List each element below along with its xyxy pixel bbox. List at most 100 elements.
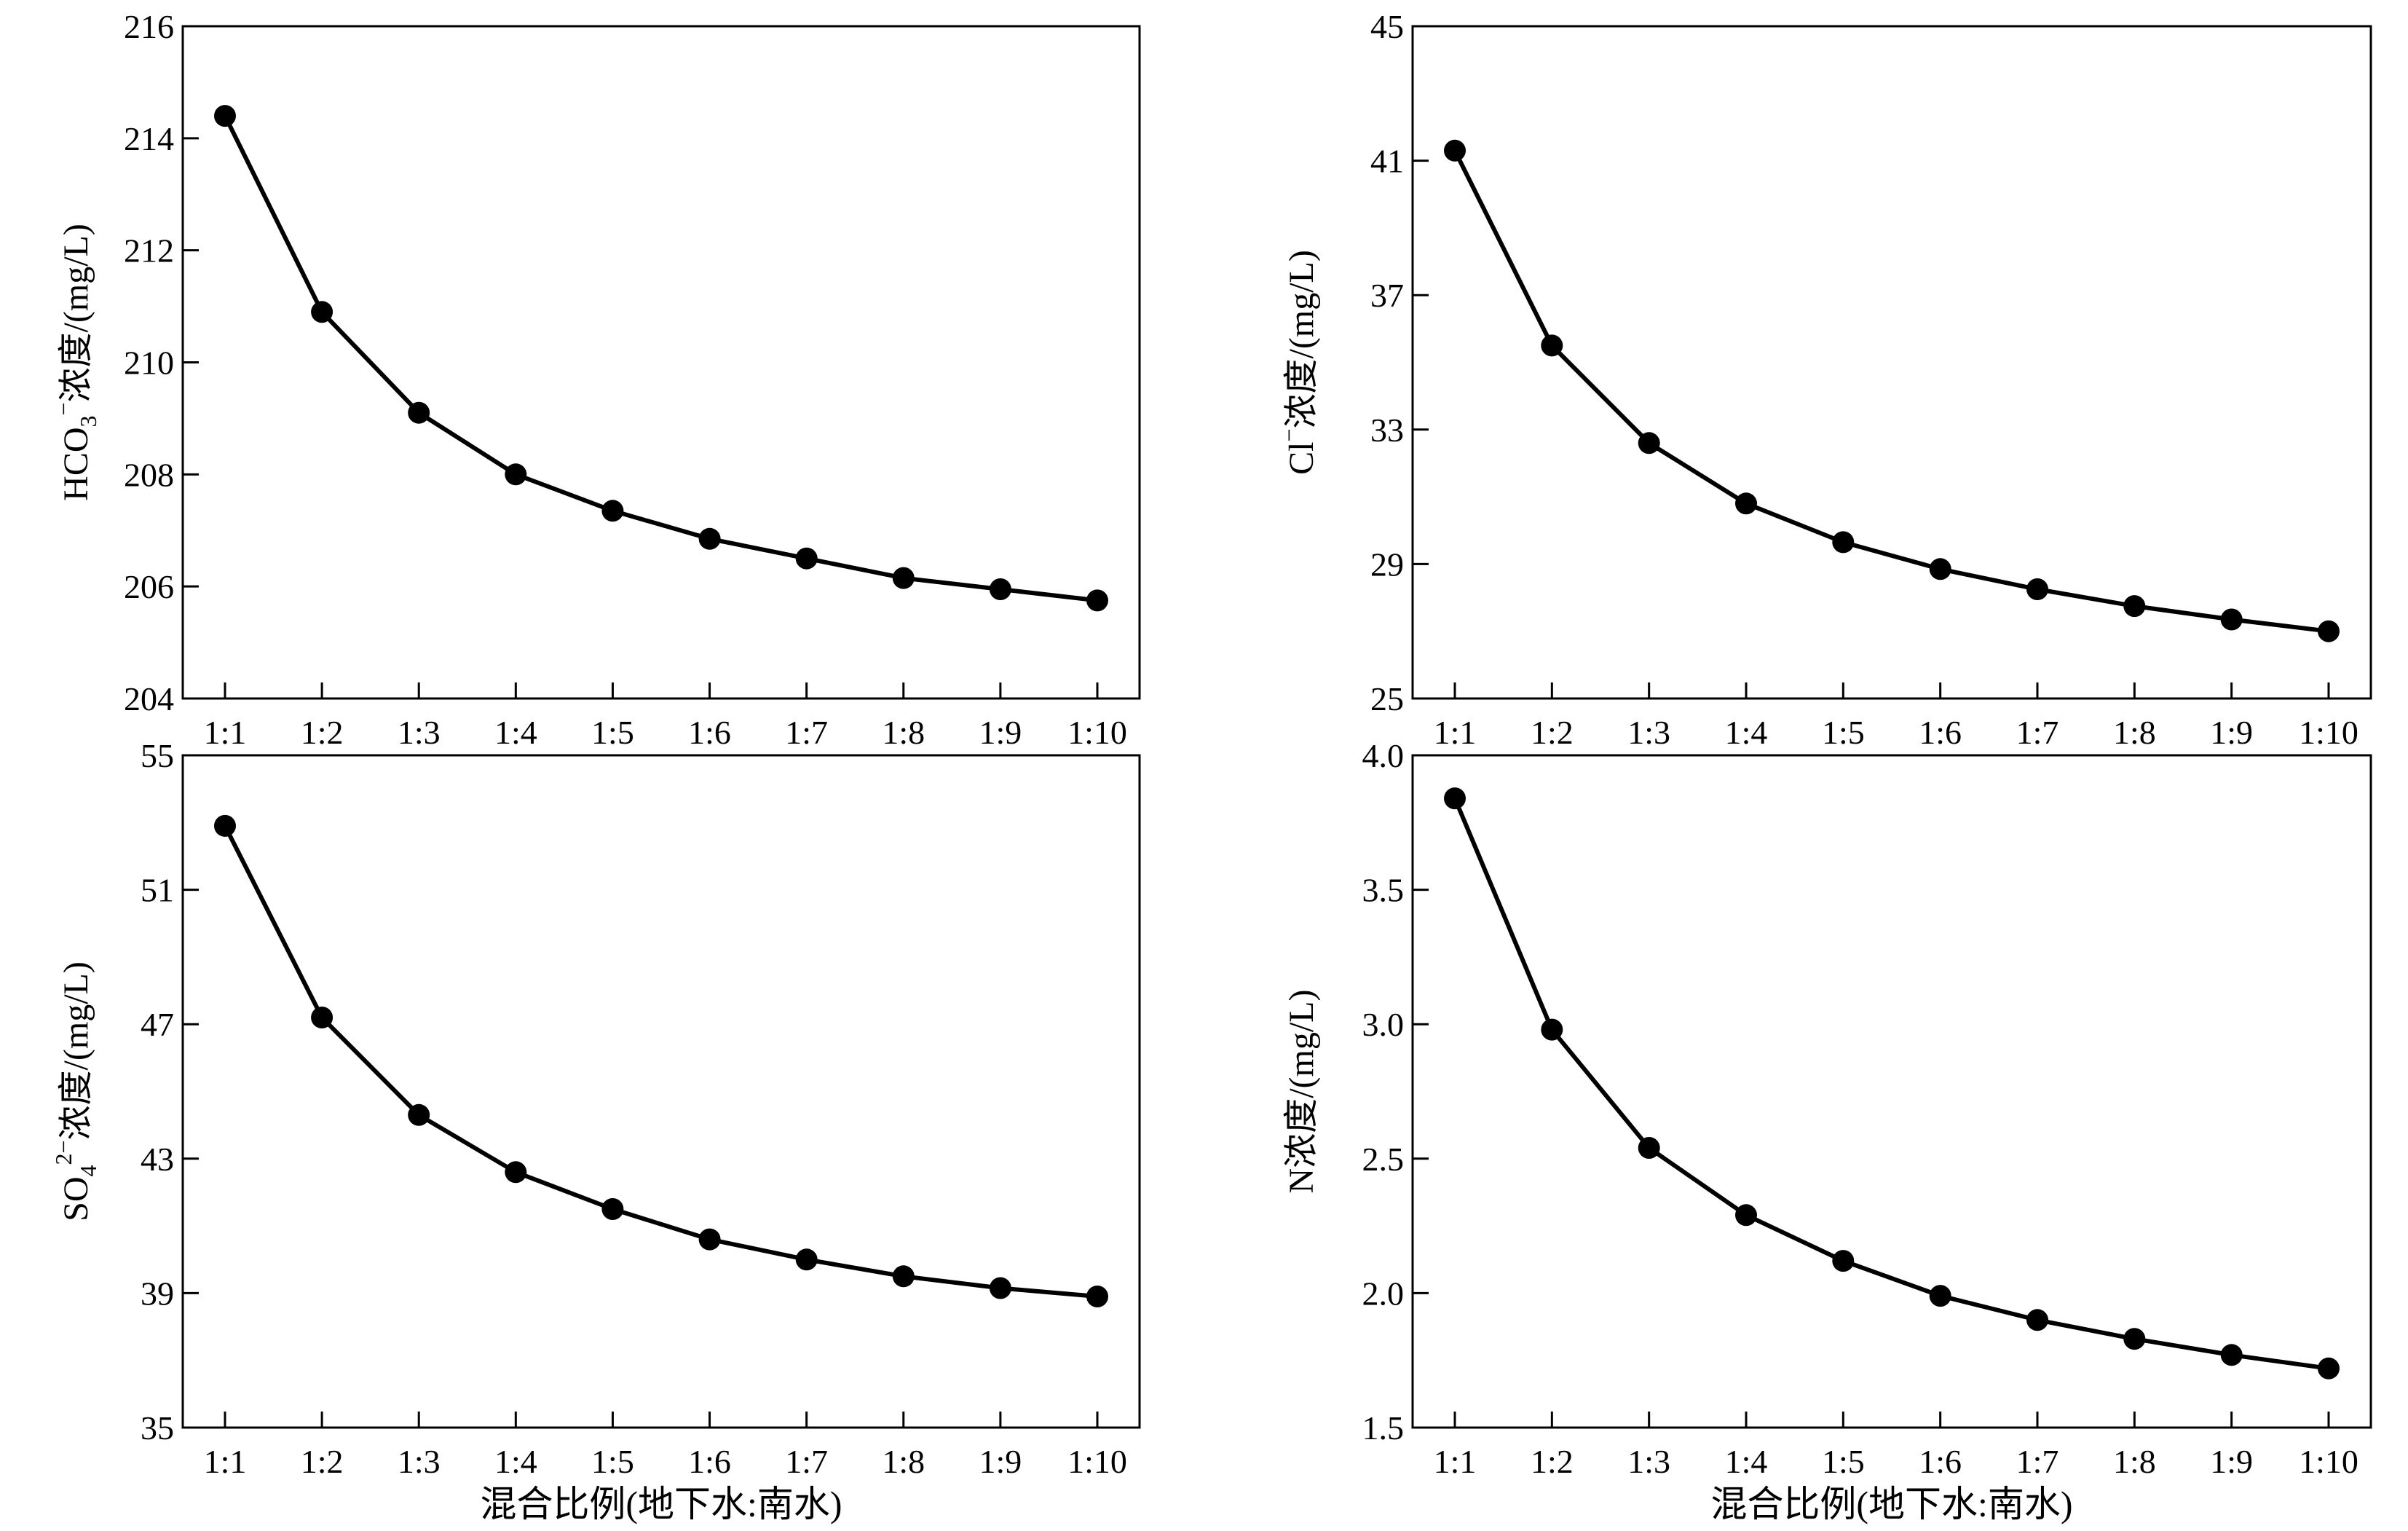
x-tick-label: 1:9 — [2210, 1443, 2253, 1480]
data-point — [1444, 787, 1466, 810]
x-tick-label: 1:7 — [785, 714, 828, 751]
y-tick-label: 4.0 — [1362, 737, 1405, 774]
data-points — [1444, 787, 2340, 1380]
data-point — [698, 527, 721, 550]
y-tick-label: 33 — [1370, 412, 1404, 449]
x-axis-ticks: 1:1 1:2 1:3 1:4 1:5 1:6 1:7 1:8 1:9 1:10 — [1434, 682, 2358, 751]
series-line — [223, 824, 1098, 1299]
x-tick-label: 1:7 — [2016, 714, 2059, 751]
x-tick-label: 1:5 — [1822, 1443, 1865, 1480]
data-point — [601, 500, 624, 522]
x-tick-label: 1:8 — [2113, 1443, 2156, 1480]
data-point — [698, 1228, 721, 1251]
x-tick-label: 1:6 — [1919, 714, 1962, 751]
plot-frame — [181, 754, 1141, 1429]
y-tick-label: 39 — [141, 1275, 174, 1312]
x-tick-label: 1:3 — [398, 1443, 441, 1480]
y-axis-label: Cl−浓度/(mg/L) — [1276, 250, 1321, 475]
data-point — [505, 1161, 527, 1184]
x-tick-label: 1:5 — [591, 1443, 634, 1480]
data-point — [989, 1277, 1011, 1299]
x-axis-label: 混合比例(地下水:南水) — [480, 1484, 842, 1524]
data-point — [408, 1103, 430, 1126]
y-tick-label: 45 — [1370, 8, 1404, 45]
chart-panel-so4: 35 39 43 47 51 55 1:1 1:2 1:3 1:4 1:5 1:6 1:7 1:8 1:9… — [50, 737, 1141, 1524]
x-tick-label: 1:6 — [688, 1443, 731, 1480]
data-points — [214, 105, 1108, 612]
x-tick-label: 1:6 — [688, 714, 731, 751]
chart-panel-hco3: 204 206 208 210 212 214 216 1:1 1:2 1:3 1:4 1:5 1:6… — [50, 8, 1141, 751]
data-point — [1086, 589, 1108, 612]
y-tick-label: 206 — [124, 568, 174, 605]
y-tick-label: 208 — [124, 456, 174, 493]
data-point — [1444, 139, 1466, 162]
y-tick-label: 3.0 — [1362, 1006, 1405, 1043]
data-point — [505, 463, 527, 486]
y-tick-label: 35 — [141, 1409, 174, 1447]
y-axis-label: HCO3−浓度/(mg/L) — [50, 224, 101, 501]
x-axis-label: 混合比例(地下水:南水) — [1710, 1484, 2072, 1524]
x-tick-label: 1:2 — [1531, 714, 1574, 751]
y-tick-label: 29 — [1370, 546, 1404, 583]
data-point — [1832, 1250, 1855, 1272]
data-point — [2220, 1344, 2243, 1366]
data-point — [1541, 1018, 1563, 1041]
data-points — [214, 814, 1108, 1307]
y-axis-ticks: 25 29 33 37 41 45 — [1370, 8, 1429, 717]
series-line — [223, 114, 1098, 603]
data-point — [1541, 334, 1563, 357]
data-point — [1735, 492, 1757, 515]
data-point — [601, 1198, 624, 1220]
x-tick-label: 1:4 — [1725, 1443, 1768, 1480]
x-tick-label: 1:5 — [591, 714, 634, 751]
y-tick-label: 214 — [124, 120, 174, 157]
data-point — [1086, 1286, 1108, 1307]
x-tick-label: 1:2 — [301, 714, 344, 751]
x-axis-ticks: 1:1 1:2 1:3 1:4 1:5 1:6 1:7 1:8 1:9 1:10 — [204, 682, 1127, 751]
chart-panel-cl: 25 29 33 37 41 45 1:1 1:2 1:3 1:4 1:5 1:6 1:7 1:8 1:9… — [1276, 8, 2372, 751]
x-tick-label: 1:1 — [204, 1443, 247, 1480]
data-point — [311, 1007, 333, 1028]
x-axis-ticks: 1:1 1:2 1:3 1:4 1:5 1:6 1:7 1:8 1:9 1:10 — [1434, 1412, 2358, 1480]
x-tick-label: 1:1 — [204, 714, 247, 751]
data-point — [1929, 1285, 1951, 1307]
data-point — [795, 547, 818, 570]
y-tick-label: 47 — [141, 1006, 174, 1043]
data-point — [2220, 608, 2243, 631]
y-tick-label: 3.5 — [1362, 872, 1405, 909]
x-tick-label: 1:4 — [1725, 714, 1768, 751]
x-tick-label: 1:10 — [1067, 1443, 1127, 1480]
x-tick-label: 1:1 — [1434, 1443, 1477, 1480]
data-point — [214, 105, 236, 127]
x-tick-label: 1:8 — [882, 714, 925, 751]
data-points — [1444, 139, 2340, 642]
x-tick-label: 1:8 — [2113, 714, 2156, 751]
x-tick-label: 1:3 — [398, 714, 441, 751]
chart-panel-n: 1.5 2.0 2.5 3.0 3.5 4.0 1:1 1:2 1:3 1:4 1:5 1:6 1:7… — [1282, 737, 2372, 1524]
y-tick-label: 204 — [124, 680, 174, 717]
y-tick-label: 212 — [124, 232, 174, 269]
y-tick-label: 55 — [141, 737, 174, 774]
data-point — [2026, 1309, 2048, 1331]
data-point — [2123, 595, 2146, 618]
y-tick-label: 2.5 — [1362, 1141, 1405, 1178]
y-tick-label: 2.0 — [1362, 1275, 1405, 1312]
x-tick-label: 1:5 — [1822, 714, 1865, 751]
x-tick-label: 1:2 — [1531, 1443, 1574, 1480]
y-axis-label: SO42−浓度/(mg/L) — [50, 961, 101, 1221]
data-point — [1929, 558, 1951, 580]
x-tick-label: 1:10 — [1067, 714, 1127, 751]
y-tick-label: 210 — [124, 345, 174, 382]
x-tick-label: 1:1 — [1434, 714, 1477, 751]
y-tick-label: 25 — [1370, 680, 1404, 717]
data-point — [989, 578, 1011, 600]
y-axis-label: N浓度/(mg/L) — [1282, 990, 1321, 1194]
x-tick-label: 1:9 — [979, 714, 1022, 751]
x-tick-label: 1:3 — [1627, 1443, 1670, 1480]
x-tick-label: 1:7 — [785, 1443, 828, 1480]
data-point — [311, 301, 333, 323]
series-line — [1453, 797, 2329, 1371]
data-point — [408, 401, 430, 424]
x-tick-label: 1:2 — [301, 1443, 344, 1480]
